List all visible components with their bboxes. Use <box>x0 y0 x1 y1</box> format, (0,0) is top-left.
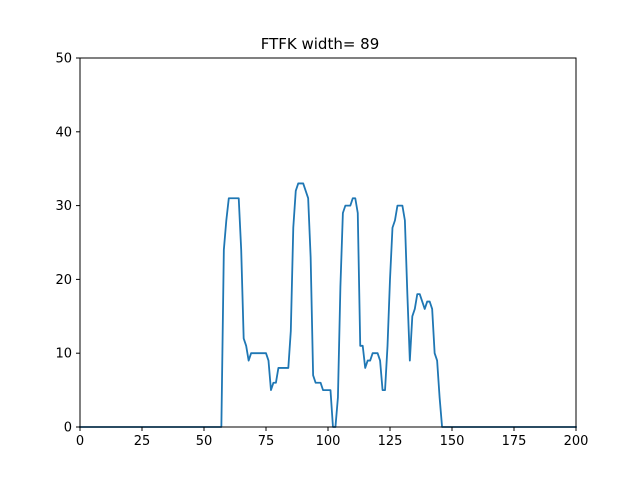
chart-title: FTFK width= 89 <box>261 35 380 53</box>
x-tick-label: 0 <box>76 434 84 449</box>
x-tick-label: 125 <box>378 434 403 449</box>
y-tick-label: 30 <box>55 199 72 214</box>
x-tick-label: 75 <box>258 434 275 449</box>
x-tick-label: 150 <box>440 434 465 449</box>
y-tick-label: 50 <box>55 52 72 67</box>
y-tick-label: 0 <box>64 421 72 436</box>
x-tick-label: 100 <box>316 434 341 449</box>
y-tick-label: 40 <box>55 125 72 140</box>
x-tick-label: 175 <box>502 434 527 449</box>
plot-area: 0 25 50 75 100 125 150 175 200 0 10 20 30 40 50 <box>55 52 588 450</box>
x-tick-label: 50 <box>196 434 213 449</box>
x-tick-label: 200 <box>564 434 589 449</box>
y-tick-label: 10 <box>55 347 72 362</box>
x-tick-label: 25 <box>134 434 151 449</box>
y-tick-label: 20 <box>55 273 72 288</box>
